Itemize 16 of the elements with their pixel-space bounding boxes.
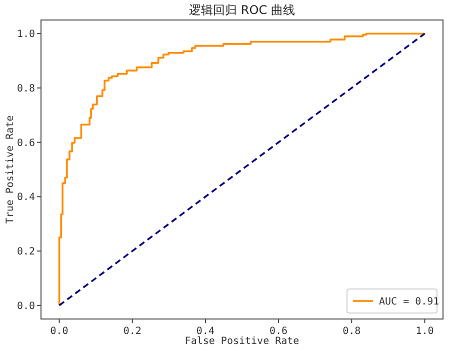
y-tick-label: 1.0 xyxy=(16,29,35,40)
x-tick-label: 1.0 xyxy=(416,326,434,337)
x-tick-label: 0.6 xyxy=(270,326,288,337)
x-tick-label: 0.2 xyxy=(123,326,142,337)
x-tick-label: 0.4 xyxy=(196,326,214,337)
y-tick-label: 0.8 xyxy=(16,83,35,94)
x-tick-label: 0.8 xyxy=(342,326,361,337)
x-tick-label: 0.0 xyxy=(50,326,68,337)
y-tick-label: 0.2 xyxy=(16,246,35,258)
y-tick-label: 0.6 xyxy=(16,138,35,149)
y-axis-title: True Positive Rate xyxy=(5,115,16,224)
legend-label: AUC = 0.91 xyxy=(379,296,440,308)
y-tick-label: 0.4 xyxy=(16,192,35,204)
chart-title: 逻辑回归 ROC 曲线 xyxy=(189,3,295,17)
y-tick-label: 0.0 xyxy=(16,300,35,312)
x-axis-title: False Positive Rate xyxy=(184,336,300,347)
